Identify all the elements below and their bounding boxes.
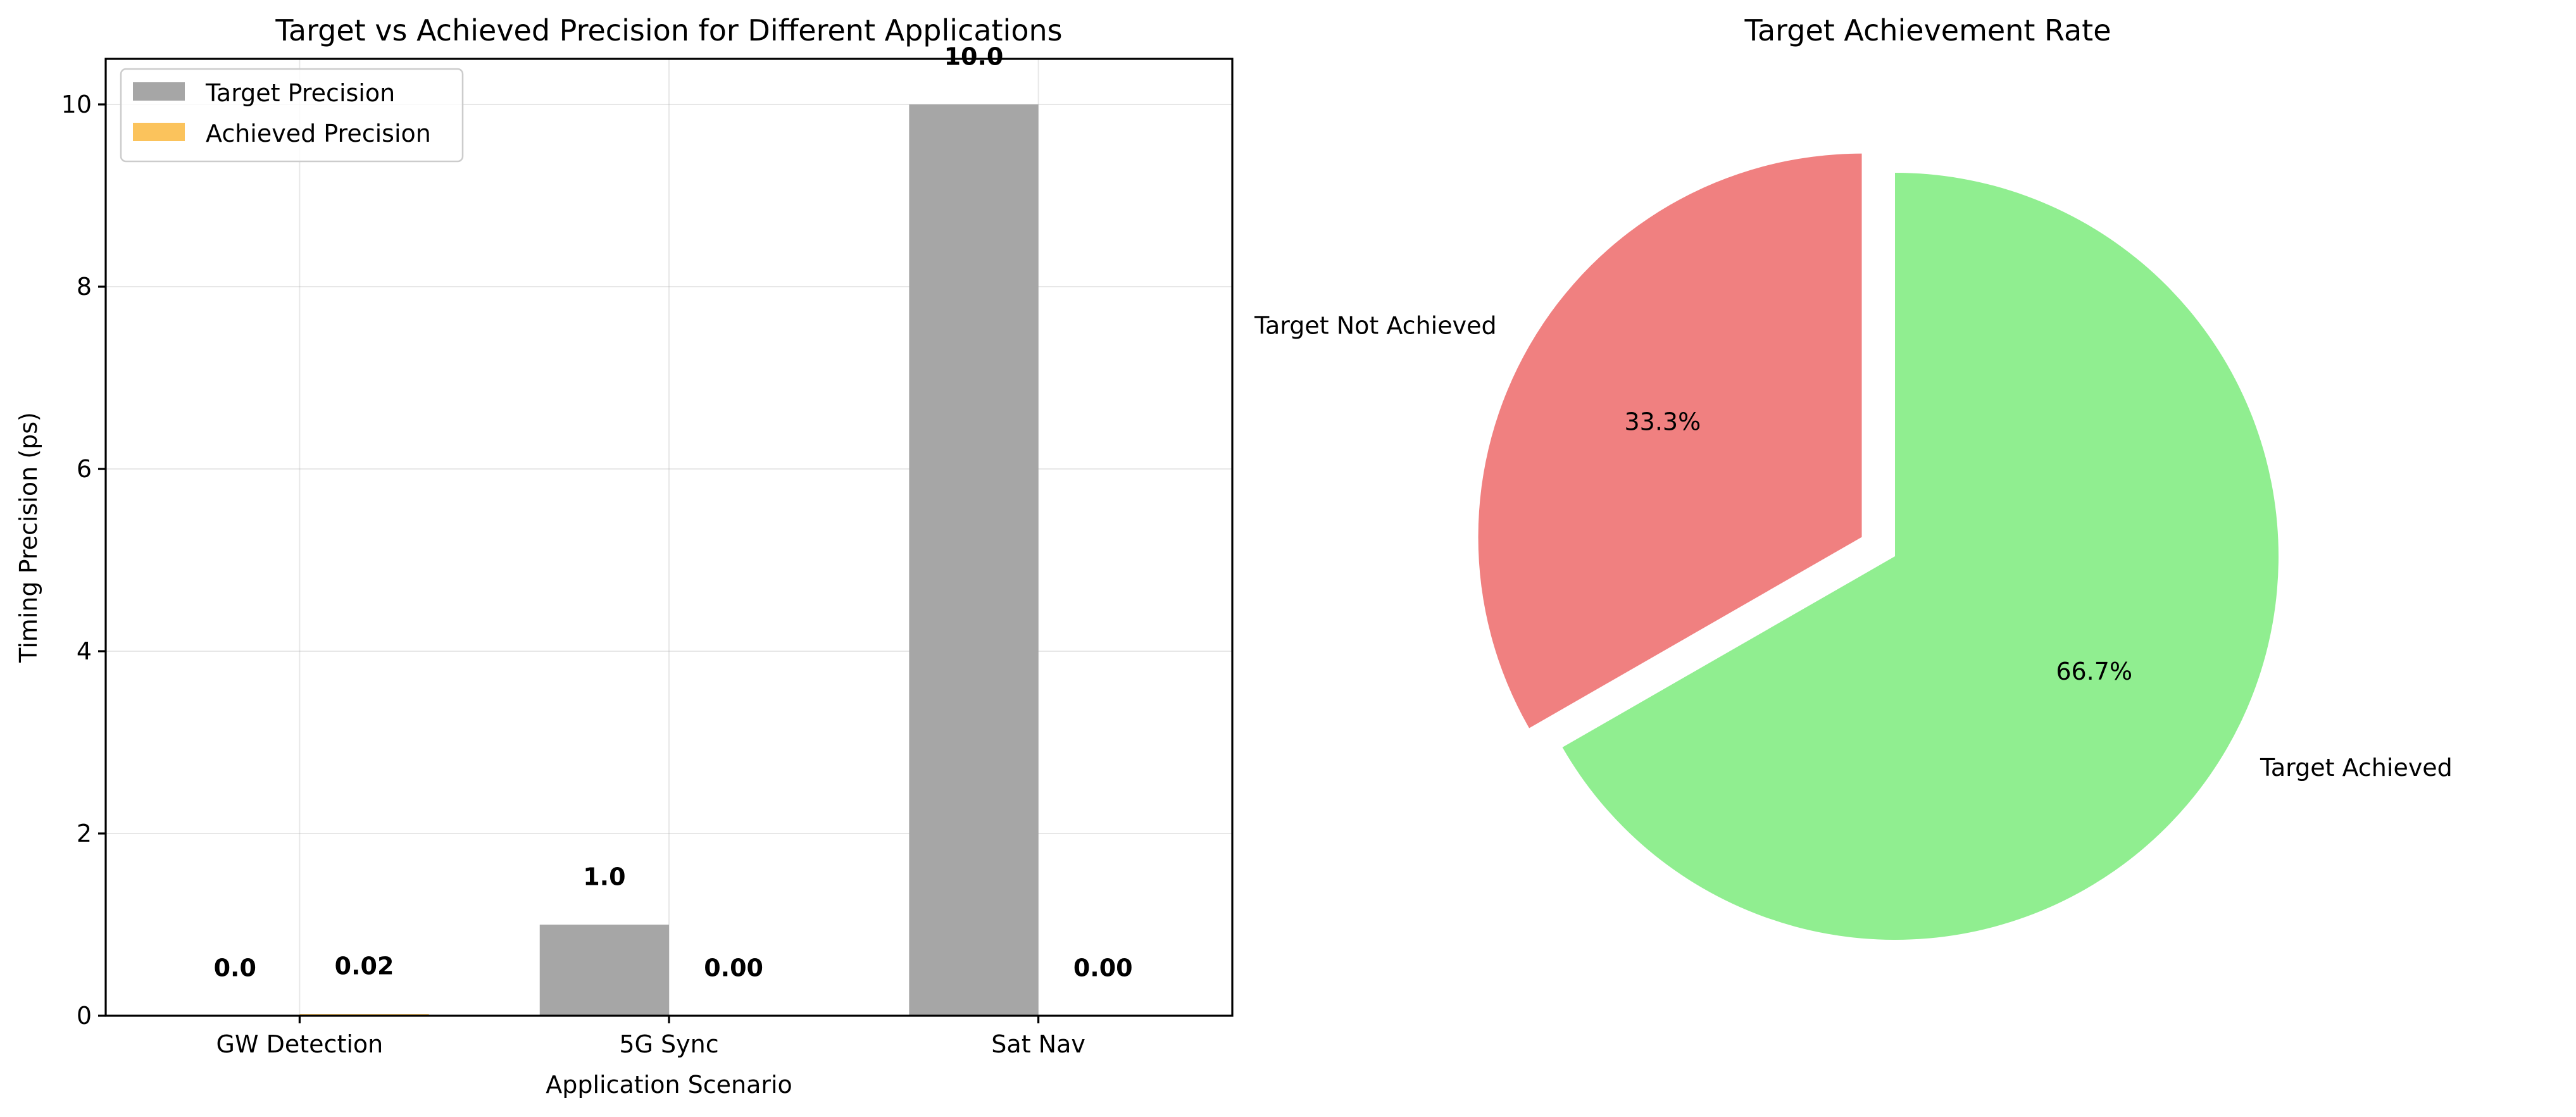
legend-label-target-precision: Target Precision (205, 79, 395, 107)
pie-labels: Target Achieved 66.7% Target Not Achieved 3… (1254, 312, 2453, 782)
bar-chart-title: Target vs Achieved Precision for Differe… (275, 13, 1062, 47)
bar-axis-ticks: 0 2 4 6 8 10 GW Detection 5G Sync Sat Nav (61, 90, 1085, 1058)
legend-label-achieved-precision: Achieved Precision (206, 120, 431, 147)
bar-series (170, 104, 1168, 1016)
bar-y-axis-label: Timing Precision (ps) (15, 412, 42, 663)
y-tick-label: 10 (61, 90, 92, 118)
x-tick-label-sat-nav: Sat Nav (991, 1030, 1085, 1058)
pie-slice-target-not-achieved (1478, 153, 1862, 728)
bar-legend: Target Precision Achieved Precision (120, 68, 464, 163)
pie-label-target-achieved: Target Achieved (2260, 754, 2453, 782)
y-tick-label: 2 (77, 820, 92, 847)
legend-box (120, 68, 464, 163)
bar-target-precision-sat-nav (909, 104, 1039, 1016)
y-tick-label: 8 (77, 273, 92, 301)
pie-chart-title: Target Achievement Rate (1744, 13, 2111, 47)
data-label-achieved-precision-sat-nav: 0.00 (1073, 954, 1133, 982)
legend-swatch-target-precision (133, 82, 185, 101)
data-label-achieved-precision-5g-sync: 0.00 (704, 954, 763, 982)
bar-data-labels: 0.0 1.0 10.0 0.02 0.00 0.00 (214, 42, 1133, 982)
pie-pct-target-not-achieved: 33.3% (1624, 408, 1701, 436)
pie-pct-target-achieved: 66.7% (2056, 658, 2132, 685)
data-label-target-precision-sat-nav: 10.0 (944, 42, 1004, 70)
bar-target-precision-5g-sync (539, 925, 669, 1016)
legend-swatch-achieved-precision (133, 123, 185, 141)
data-label-target-precision-gw-detection: 0.0 (214, 954, 256, 982)
y-tick-label: 0 (77, 1002, 92, 1030)
pie-chart: Target Achievement Rate Target Achieved 6… (1254, 13, 2453, 940)
data-label-achieved-precision-gw-detection: 0.02 (335, 952, 394, 980)
y-tick-label: 6 (77, 455, 92, 483)
y-tick-label: 4 (77, 637, 92, 665)
bar-x-axis-label: Application Scenario (546, 1071, 792, 1099)
bar-chart: Target vs Achieved Precision for Differe… (15, 13, 1234, 1099)
pie-label-target-not-achieved: Target Not Achieved (1254, 312, 1497, 340)
x-tick-label-5g-sync: 5G Sync (619, 1030, 718, 1058)
data-label-target-precision-5g-sync: 1.0 (583, 863, 625, 890)
x-tick-label-gw-detection: GW Detection (216, 1030, 384, 1058)
pie-slice-target-achieved (1562, 173, 2279, 940)
pie-slices (1478, 153, 2279, 940)
